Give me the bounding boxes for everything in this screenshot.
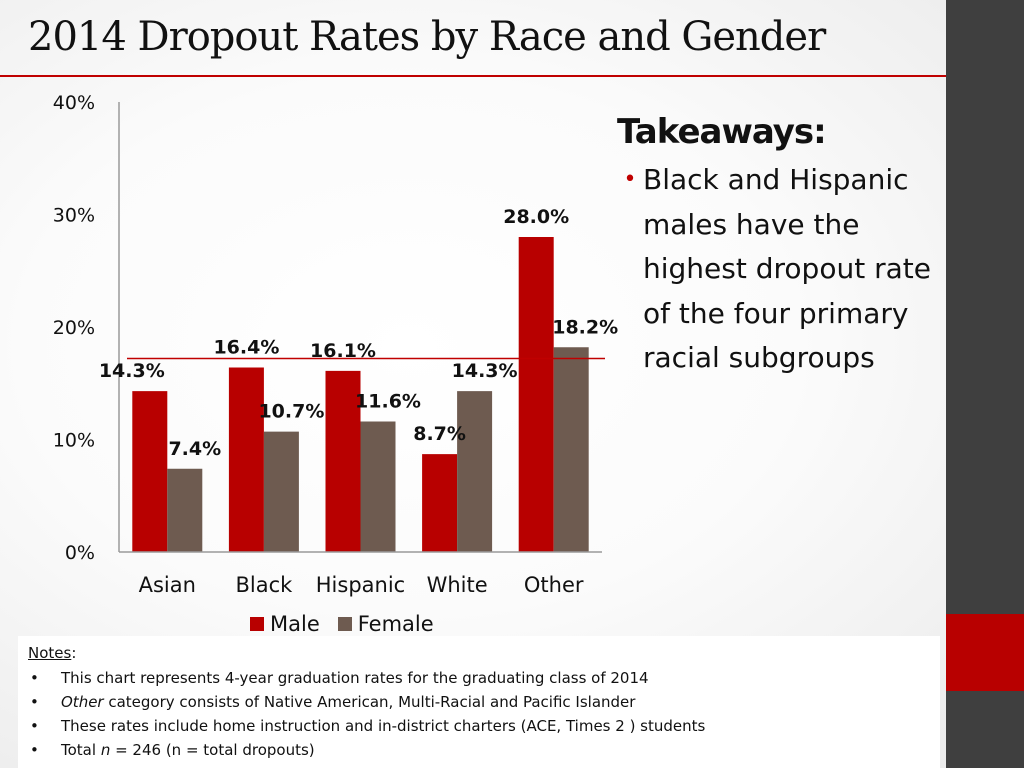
note-item: • These rates include home instruction an… (28, 714, 930, 738)
x-tick-label: Asian (139, 573, 196, 597)
note-text: category consists of Native American, Mu… (103, 693, 636, 711)
bar-male-other (518, 237, 554, 552)
note-text: This chart represents 4-year graduation … (61, 669, 649, 687)
y-axis-ticks: 0% 10% 20% 30% 40% (53, 92, 95, 564)
bar-female-hispanic (360, 421, 396, 552)
data-label-female-white: 14.3% (452, 360, 518, 382)
legend-item-male: Male (250, 612, 320, 636)
bullet-icon: • (30, 741, 39, 759)
note-text: Total (61, 741, 101, 759)
takeaway-item: • Black and Hispanic males have the high… (617, 158, 942, 381)
data-label-female-black: 10.7% (258, 401, 324, 423)
data-label-male-black: 16.4% (213, 337, 279, 359)
bullet-icon: • (30, 693, 39, 711)
note-item: • Other category consists of Native Ameri… (28, 690, 930, 714)
bar-male-black (228, 367, 264, 552)
note-item: • This chart represents 4-year graduation… (28, 666, 930, 690)
title-underline (0, 75, 946, 77)
bar-female-black (263, 431, 299, 552)
bullet-icon: • (30, 669, 39, 687)
x-tick-label: Black (235, 573, 293, 597)
takeaways-heading: Takeaways: (617, 112, 827, 152)
legend-label-male: Male (270, 612, 320, 636)
data-label-female-other: 18.2% (552, 316, 618, 338)
notes-list: • This chart represents 4-year graduation… (28, 666, 930, 762)
side-accent-block (946, 614, 1024, 691)
x-tick-label: Hispanic (316, 573, 405, 597)
page-title: 2014 Dropout Rates by Race and Gender (28, 14, 826, 60)
chart-legend: Male Female (250, 612, 452, 636)
legend-swatch-male (250, 617, 264, 631)
bar-female-asian (167, 468, 203, 552)
data-label-male-other: 28.0% (503, 206, 569, 228)
data-label-female-hispanic: 11.6% (355, 391, 421, 413)
bars (132, 237, 589, 552)
y-tick-label: 40% (53, 92, 95, 114)
bullet-icon: • (30, 717, 39, 735)
note-item: • Total n = 246 (n = total dropouts) (28, 738, 930, 762)
data-label-male-hispanic: 16.1% (310, 340, 376, 362)
legend-swatch-female (337, 617, 352, 631)
data-label-male-white: 8.7% (413, 423, 466, 445)
legend-item-female: Female (337, 612, 434, 636)
notes-box: Notes: • This chart represents 4-year gra… (18, 636, 940, 768)
y-tick-label: 0% (65, 542, 95, 564)
note-emphasis: n (100, 741, 111, 759)
data-labels: 14.3% 16.4% 16.1% 8.7% 28.0% 7.4% 10.7% 11.6% 14… (99, 206, 618, 460)
takeaways-panel: Takeaways: • Black and Hispanic males ha… (617, 112, 942, 381)
bar-male-white (422, 454, 458, 552)
bullet-icon: • (623, 167, 637, 192)
x-axis-labels: Asian Black Hispanic White Other (139, 573, 584, 597)
data-label-male-asian: 14.3% (99, 360, 165, 382)
note-text: These rates include home instruction and… (61, 717, 706, 735)
bar-female-white (457, 391, 493, 552)
bar-female-other (553, 347, 589, 552)
notes-heading: Notes (28, 644, 72, 662)
y-tick-label: 30% (53, 205, 95, 227)
note-text: = 246 (n = total dropouts) (110, 741, 315, 759)
dropout-bar-chart: 0% 10% 20% 30% 40% 14.3% 16.4% 16.1% 8.7% 28.0% 7… (53, 92, 618, 597)
y-tick-label: 10% (53, 430, 95, 452)
notes-colon: : (71, 644, 77, 662)
bar-male-asian (132, 391, 168, 552)
takeaway-text: Black and Hispanic males have the highes… (643, 163, 931, 374)
y-tick-label: 20% (53, 317, 95, 339)
legend-label-female: Female (357, 612, 434, 636)
x-tick-label: Other (524, 573, 584, 597)
x-tick-label: White (427, 573, 488, 597)
note-emphasis: Other (61, 693, 104, 711)
bar-male-hispanic (325, 370, 361, 552)
data-label-female-asian: 7.4% (168, 438, 221, 460)
